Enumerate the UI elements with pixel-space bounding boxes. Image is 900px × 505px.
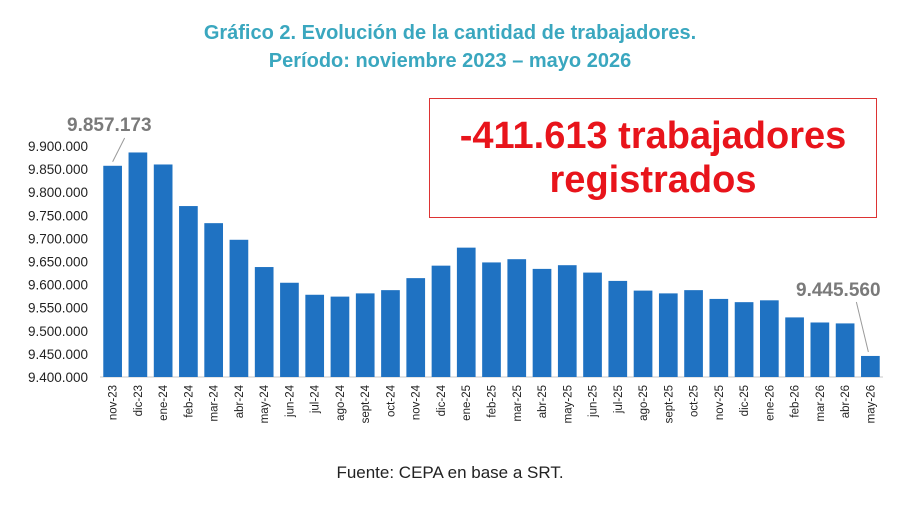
x-tick-label: dic-25 bbox=[739, 385, 751, 416]
bar bbox=[431, 265, 451, 377]
bar bbox=[835, 323, 855, 377]
bar-chart: 9.400.000 9.450.000 9.500.000 9.550.000 9.60… bbox=[28, 115, 883, 423]
y-tick-label: 9.900.000 bbox=[28, 139, 88, 154]
x-tick-label: ago-24 bbox=[335, 384, 347, 420]
bar bbox=[103, 165, 122, 377]
x-tick-label: jun-24 bbox=[284, 384, 296, 418]
x-tick-label: abr-26 bbox=[840, 385, 852, 418]
annotation-leader bbox=[112, 137, 126, 163]
callout-box: -411.613 trabajadores registrados bbox=[429, 98, 877, 218]
x-tick-label: dic-24 bbox=[436, 384, 448, 416]
x-tick-label: jul-25 bbox=[613, 385, 625, 414]
callout-line-2: registrados bbox=[549, 159, 757, 201]
bar bbox=[456, 247, 476, 377]
bar bbox=[305, 294, 325, 377]
y-tick-label: 9.450.000 bbox=[28, 347, 88, 362]
x-tick-label: abr-24 bbox=[234, 384, 246, 418]
x-tick-label: ene-26 bbox=[764, 385, 776, 421]
x-tick-label: jun-25 bbox=[588, 385, 600, 418]
bar bbox=[330, 296, 350, 377]
x-tick-label: abr-25 bbox=[537, 385, 549, 418]
x-tick-label: ene-25 bbox=[461, 385, 473, 421]
x-tick-label: sept-25 bbox=[663, 385, 675, 423]
bar bbox=[254, 267, 274, 377]
x-tick-label: oct-25 bbox=[689, 385, 701, 417]
bar bbox=[128, 152, 148, 377]
y-tick-label: 9.650.000 bbox=[28, 255, 88, 270]
annotation-leader bbox=[855, 301, 869, 353]
bar bbox=[204, 223, 224, 377]
y-tick-label: 9.550.000 bbox=[28, 301, 88, 316]
bar bbox=[179, 206, 198, 377]
x-tick-label: nov-23 bbox=[108, 385, 120, 420]
x-tick-label: mar-26 bbox=[815, 385, 827, 421]
bar bbox=[355, 293, 375, 377]
bar bbox=[684, 290, 703, 377]
x-tick-label: feb-26 bbox=[790, 385, 802, 418]
bar bbox=[633, 290, 653, 377]
bar bbox=[557, 265, 577, 377]
bar bbox=[583, 272, 602, 377]
x-tick-label: sept-24 bbox=[360, 384, 372, 423]
bar bbox=[153, 164, 173, 377]
x-tick-label: mar-25 bbox=[512, 385, 524, 421]
bar bbox=[785, 317, 804, 377]
x-tick-label: jul-24 bbox=[310, 384, 322, 414]
x-tick-label: nov-25 bbox=[714, 385, 726, 420]
bar bbox=[381, 290, 400, 377]
y-tick-label: 9.400.000 bbox=[28, 370, 88, 385]
bar bbox=[229, 239, 249, 377]
x-tick-label: ene-24 bbox=[158, 384, 170, 420]
y-tick-label: 9.700.000 bbox=[28, 231, 88, 246]
y-tick-label: 9.500.000 bbox=[28, 324, 88, 339]
y-tick-label: 9.600.000 bbox=[28, 278, 88, 293]
source-note: Fuente: CEPA en base a SRT. bbox=[336, 463, 564, 482]
y-tick-label: 9.850.000 bbox=[28, 162, 88, 177]
x-tick-label: oct-24 bbox=[385, 384, 397, 417]
bar bbox=[709, 298, 729, 377]
x-tick-label: dic-23 bbox=[133, 385, 145, 416]
callout-line-1: -411.613 trabajadores bbox=[459, 115, 847, 157]
bar bbox=[658, 293, 678, 377]
x-tick-label: mar-24 bbox=[209, 384, 221, 421]
bar bbox=[532, 268, 552, 377]
x-tick-label: nov-24 bbox=[411, 384, 423, 420]
bar bbox=[759, 300, 779, 377]
bar bbox=[734, 302, 754, 377]
data-label: 9.445.560 bbox=[796, 280, 881, 301]
x-tick-label: may-24 bbox=[259, 384, 271, 423]
y-tick-label: 9.800.000 bbox=[28, 185, 88, 200]
x-tick-label: feb-24 bbox=[183, 384, 195, 417]
bar bbox=[482, 262, 501, 377]
bar bbox=[406, 278, 426, 377]
x-tick-label: feb-25 bbox=[487, 385, 499, 418]
x-tick-label: ago-25 bbox=[638, 385, 650, 421]
y-tick-label: 9.750.000 bbox=[28, 208, 88, 223]
bar bbox=[861, 355, 880, 377]
bar bbox=[507, 259, 527, 377]
bar bbox=[608, 280, 628, 377]
bar bbox=[810, 322, 830, 377]
chart-title: Gráfico 2. Evolución de la cantidad de t… bbox=[203, 22, 697, 44]
bar bbox=[280, 282, 299, 377]
data-label: 9.857.173 bbox=[67, 115, 152, 136]
x-tick-label: may-26 bbox=[865, 385, 877, 423]
x-tick-label: may-25 bbox=[562, 385, 574, 423]
chart-subtitle: Período: noviembre 2023 – mayo 2026 bbox=[268, 50, 632, 72]
